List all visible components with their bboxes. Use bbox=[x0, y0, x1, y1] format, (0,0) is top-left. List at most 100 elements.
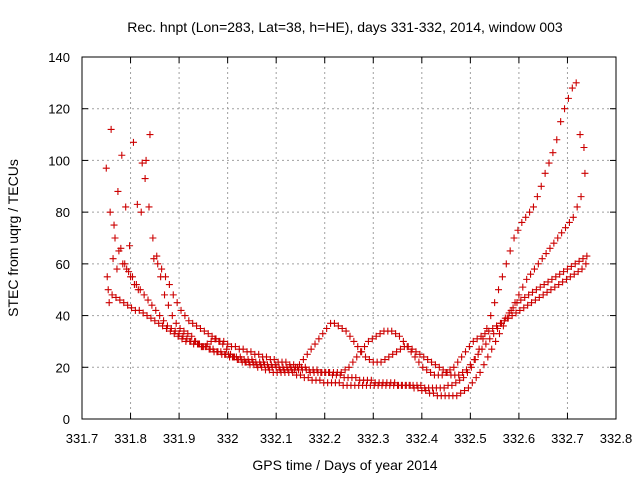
data-point bbox=[181, 312, 189, 320]
data-point bbox=[419, 363, 427, 371]
data-point bbox=[461, 387, 469, 395]
data-point bbox=[562, 275, 570, 283]
data-point bbox=[214, 348, 222, 356]
data-point bbox=[438, 371, 446, 379]
data-point bbox=[239, 345, 247, 353]
data-point bbox=[392, 330, 400, 338]
data-point bbox=[151, 317, 159, 325]
data-point bbox=[481, 330, 489, 338]
data-point bbox=[513, 299, 521, 307]
data-point bbox=[319, 330, 327, 338]
data-point bbox=[125, 268, 133, 276]
data-point bbox=[439, 366, 447, 374]
data-point bbox=[161, 273, 169, 281]
data-point bbox=[501, 314, 509, 322]
data-point bbox=[514, 226, 522, 234]
data-point bbox=[488, 345, 496, 353]
data-point bbox=[362, 353, 370, 361]
data-point bbox=[247, 348, 255, 356]
data-point bbox=[423, 366, 431, 374]
data-point bbox=[222, 350, 230, 358]
data-point bbox=[516, 306, 524, 314]
data-point bbox=[129, 138, 137, 146]
data-point bbox=[422, 387, 430, 395]
data-point bbox=[512, 309, 520, 317]
data-point bbox=[180, 327, 188, 335]
data-point bbox=[376, 330, 384, 338]
data-point bbox=[490, 330, 498, 338]
data-point bbox=[522, 213, 530, 221]
data-point bbox=[295, 361, 303, 369]
data-point bbox=[136, 286, 144, 294]
plot-frame bbox=[81, 56, 617, 420]
series-4 bbox=[105, 244, 591, 379]
data-point bbox=[575, 257, 583, 265]
data-point bbox=[345, 363, 353, 371]
data-point bbox=[459, 368, 467, 376]
data-point bbox=[367, 376, 375, 384]
data-point bbox=[365, 356, 373, 364]
data-point bbox=[573, 203, 581, 211]
data-point bbox=[487, 312, 495, 320]
data-point bbox=[564, 94, 572, 102]
data-point bbox=[581, 169, 589, 177]
data-point bbox=[389, 350, 397, 358]
data-point bbox=[249, 358, 257, 366]
data-point bbox=[491, 299, 499, 307]
data-point bbox=[460, 374, 468, 382]
data-point bbox=[206, 345, 214, 353]
data-point bbox=[111, 234, 119, 242]
data-point bbox=[139, 309, 147, 317]
data-point bbox=[103, 273, 111, 281]
data-point bbox=[559, 278, 567, 286]
data-point bbox=[435, 363, 443, 371]
data-point bbox=[477, 332, 485, 340]
data-point bbox=[580, 144, 588, 151]
data-point bbox=[146, 131, 154, 139]
data-point bbox=[337, 368, 345, 376]
data-point bbox=[184, 330, 192, 338]
data-point bbox=[296, 371, 304, 379]
data-point bbox=[262, 353, 270, 361]
x-tick-label: 332 bbox=[217, 431, 239, 446]
data-point bbox=[457, 389, 465, 397]
data-point bbox=[474, 350, 482, 358]
data-point bbox=[404, 343, 412, 351]
data-point bbox=[518, 218, 526, 226]
data-point bbox=[396, 345, 404, 353]
data-point bbox=[429, 389, 437, 397]
data-point bbox=[163, 322, 171, 330]
data-point bbox=[494, 325, 502, 332]
data-point bbox=[412, 348, 420, 356]
data-point bbox=[361, 343, 369, 351]
data-point bbox=[255, 350, 263, 358]
data-point bbox=[364, 337, 372, 345]
data-point bbox=[224, 340, 232, 348]
data-point bbox=[577, 193, 585, 201]
data-point bbox=[167, 325, 175, 332]
data-point bbox=[150, 255, 158, 263]
x-tick-label: 332.3 bbox=[357, 431, 390, 446]
data-point bbox=[113, 265, 121, 273]
data-point bbox=[482, 340, 490, 348]
x-tick-label: 331.9 bbox=[163, 431, 196, 446]
data-point bbox=[377, 358, 385, 366]
data-point bbox=[154, 260, 162, 268]
data-point bbox=[270, 356, 278, 364]
data-point bbox=[448, 381, 456, 389]
data-point bbox=[323, 325, 331, 332]
data-point bbox=[570, 270, 578, 278]
data-point bbox=[576, 131, 584, 139]
data-point bbox=[311, 340, 319, 348]
data-point bbox=[478, 345, 486, 353]
data-point bbox=[454, 358, 462, 366]
data-point bbox=[543, 288, 551, 296]
data-point bbox=[569, 213, 577, 221]
data-point bbox=[191, 337, 199, 345]
data-point bbox=[510, 234, 518, 242]
data-point bbox=[148, 301, 156, 309]
data-point bbox=[108, 291, 116, 299]
data-point bbox=[140, 291, 148, 299]
data-point bbox=[176, 325, 184, 332]
data-point bbox=[126, 242, 134, 250]
